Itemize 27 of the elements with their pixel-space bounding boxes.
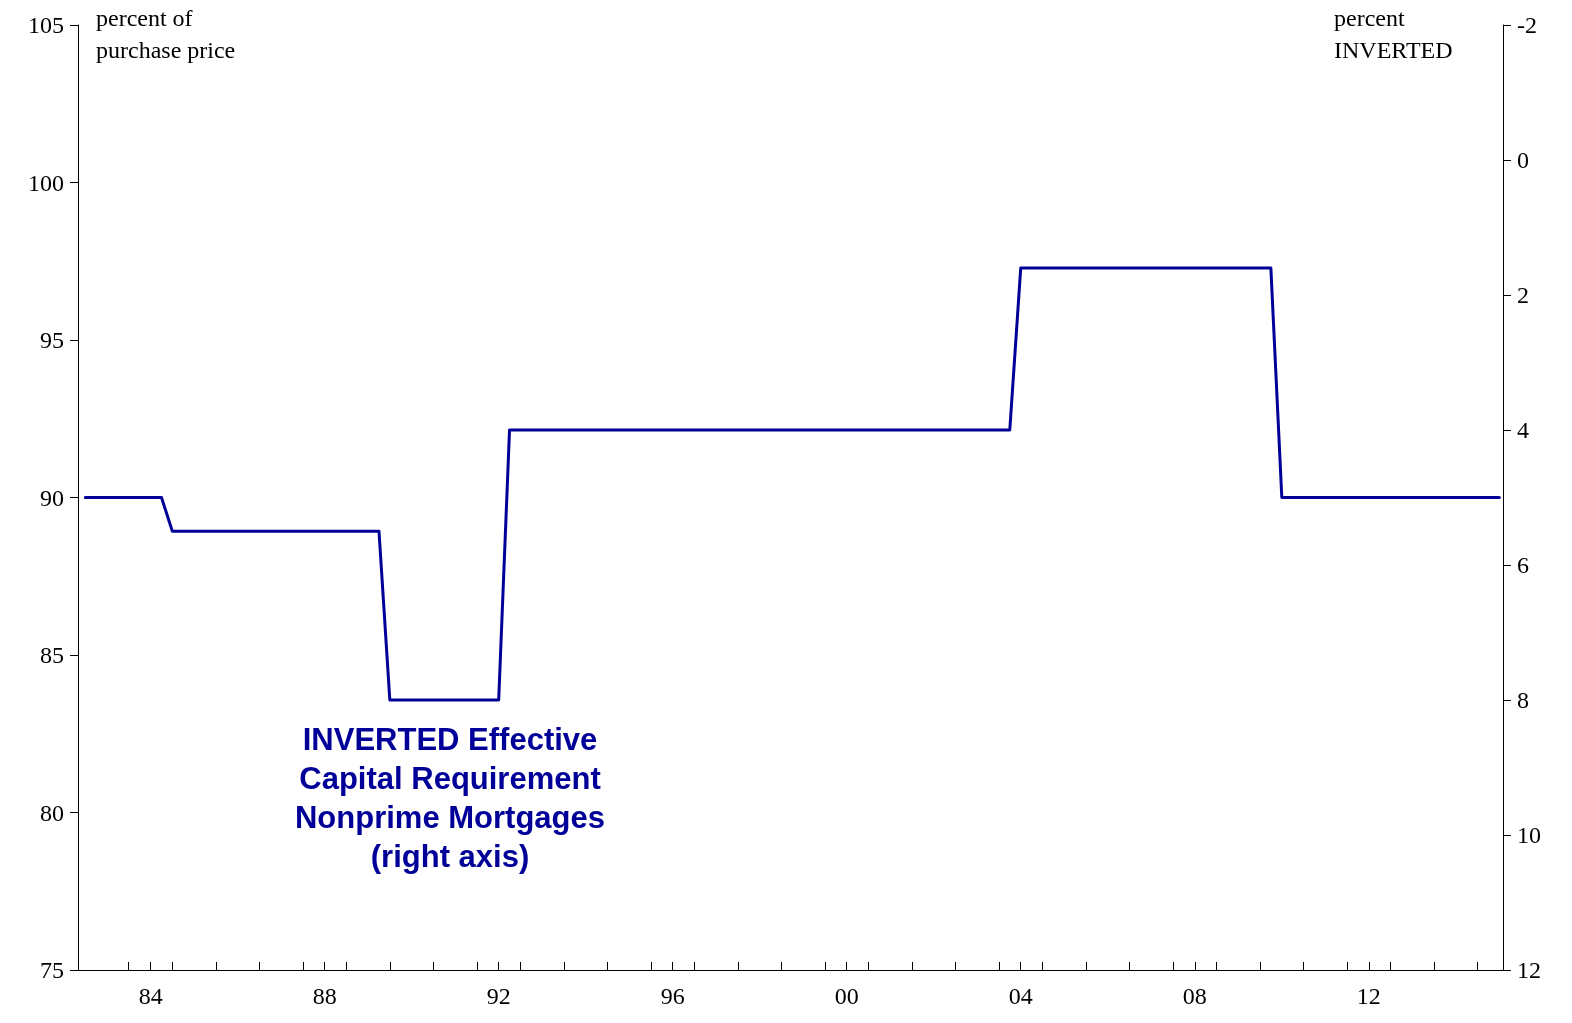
x-tick-label: 84 [138,983,163,1009]
x-tick-label: 92 [486,983,511,1009]
y-tick-label: 95 [40,327,64,353]
y2-tick-label: 12 [1517,957,1541,983]
x-tick-label: 12 [1356,983,1381,1009]
y2-axis-title: percent INVERTED [1334,5,1453,63]
y2-tick-label: 0 [1517,147,1529,173]
y2-tick-label: 4 [1517,417,1529,443]
x-tick-label: 88 [312,983,337,1009]
x-tick-label: 00 [834,983,859,1009]
y2-tick-label: 10 [1517,822,1541,848]
text: INVERTED Effective Capital Requirement Nonprime Mortgages (right axis) [294,722,606,874]
y2-tick-label: 6 [1517,552,1529,578]
y-tick-label: 100 [28,169,64,196]
y-axis-title: percent of purchase price [96,5,236,63]
y2-tick-label: -2 [1517,12,1537,38]
y-tick-label: 105 [28,12,64,38]
x-tick-label: 04 [1008,983,1033,1009]
line-series [83,266,1501,702]
y2-tick-label: 8 [1517,687,1529,713]
x-tick-label: 08 [1182,983,1207,1009]
x-tick-label: 96 [660,983,685,1009]
y-tick-label: 75 [40,957,64,983]
y-tick-label: 90 [40,484,64,511]
y2-tick-label: 2 [1517,282,1529,308]
y-tick-label: 80 [40,799,64,826]
y-tick-label: 85 [40,642,64,668]
